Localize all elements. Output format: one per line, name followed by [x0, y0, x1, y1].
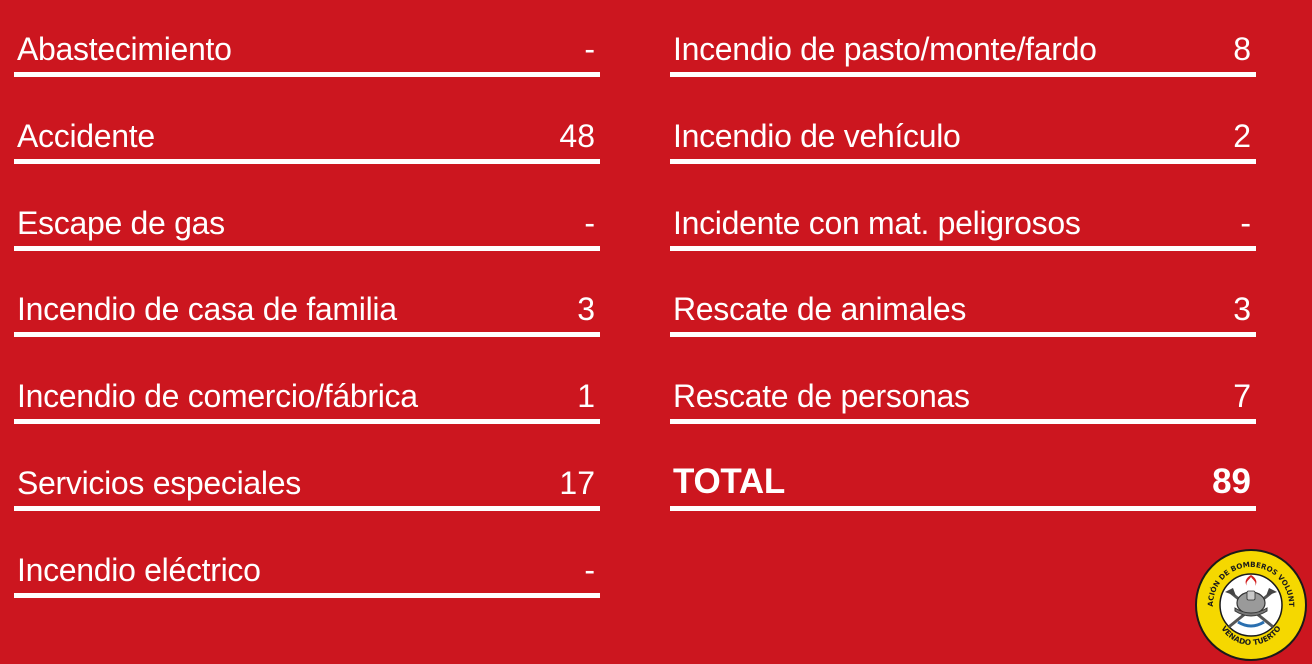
total-row: TOTAL 89: [670, 462, 1256, 511]
row-label: Abastecimiento: [17, 31, 232, 67]
row-label: Accidente: [17, 118, 155, 154]
list-item: Rescate de personas 7: [670, 378, 1256, 424]
row-value: 48: [559, 118, 595, 154]
row-value: -: [584, 205, 595, 241]
total-label: TOTAL: [673, 462, 785, 501]
row-label: Rescate de personas: [673, 378, 970, 414]
firefighter-helmet-axes-icon: [1225, 575, 1277, 628]
row-label: Escape de gas: [17, 205, 225, 241]
row-label: Incendio de comercio/fábrica: [17, 378, 418, 414]
row-label: Incendio de pasto/monte/fardo: [673, 31, 1097, 67]
list-item: Escape de gas -: [14, 205, 600, 251]
row-value: 8: [1233, 31, 1251, 67]
row-label: Incendio eléctrico: [17, 552, 261, 588]
row-value: 7: [1233, 378, 1251, 414]
list-item: Incendio de comercio/fábrica 1: [14, 378, 600, 424]
fire-department-logo: ASOCIACIÓN DE BOMBEROS VOLUNTARIOS VENAD…: [1194, 548, 1307, 661]
list-item: Incendio de vehículo 2: [670, 118, 1256, 164]
row-value: 2: [1233, 118, 1251, 154]
list-item: Incendio de casa de familia 3: [14, 291, 600, 337]
row-value: 17: [559, 465, 595, 501]
row-label: Servicios especiales: [17, 465, 301, 501]
list-item: Abastecimiento -: [14, 31, 600, 77]
row-label: Incendio de casa de familia: [17, 291, 397, 327]
row-value: 3: [577, 291, 595, 327]
list-item: Accidente 48: [14, 118, 600, 164]
list-item: Incendio de pasto/monte/fardo 8: [670, 31, 1256, 77]
total-value: 89: [1212, 462, 1251, 501]
list-item: Servicios especiales 17: [14, 465, 600, 511]
row-value: 3: [1233, 291, 1251, 327]
row-value: -: [584, 31, 595, 67]
list-item: Incidente con mat. peligrosos -: [670, 205, 1256, 251]
list-item: Incendio eléctrico -: [14, 552, 600, 598]
list-item: Rescate de animales 3: [670, 291, 1256, 337]
row-label: Incidente con mat. peligrosos: [673, 205, 1081, 241]
row-value: 1: [577, 378, 595, 414]
row-label: Incendio de vehículo: [673, 118, 961, 154]
row-label: Rescate de animales: [673, 291, 967, 327]
row-value: -: [1240, 205, 1251, 241]
row-value: -: [584, 552, 595, 588]
